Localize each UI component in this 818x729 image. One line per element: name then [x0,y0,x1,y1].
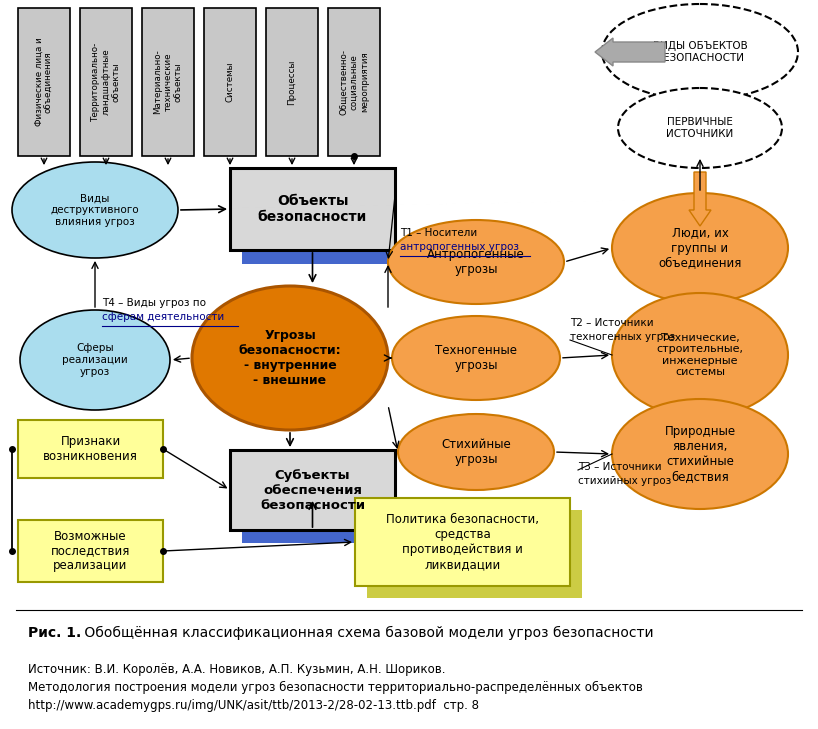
Ellipse shape [612,193,788,303]
Text: Люди, их
группы и
объединения: Люди, их группы и объединения [658,227,742,270]
Text: стихийных угроз: стихийных угроз [578,476,672,486]
FancyBboxPatch shape [204,8,256,156]
FancyBboxPatch shape [230,168,395,250]
Text: Источник: В.И. Королёв, А.А. Новиков, А.П. Кузьмин, А.Н. Шориков.: Источник: В.И. Королёв, А.А. Новиков, А.… [28,663,446,676]
FancyBboxPatch shape [80,8,132,156]
Text: Т1 – Носители: Т1 – Носители [400,228,477,238]
Text: Системы: Системы [226,62,235,102]
Ellipse shape [618,88,782,168]
FancyBboxPatch shape [367,510,582,598]
Ellipse shape [398,414,554,490]
Text: Физические лица и
объединения: Физические лица и объединения [34,38,54,126]
Text: Т3 – Источники: Т3 – Источники [578,462,662,472]
Text: Материально-
технические
объекты: Материально- технические объекты [153,50,183,114]
Ellipse shape [602,4,798,100]
Text: Т4 – Виды угроз по: Т4 – Виды угроз по [102,298,206,308]
Ellipse shape [392,316,560,400]
Text: Т2 – Источники: Т2 – Источники [570,318,654,328]
Text: Стихийные
угрозы: Стихийные угрозы [441,438,511,466]
Text: Возможные
последствия
реализации: Возможные последствия реализации [51,529,130,572]
Text: Территориально-
ландшафтные
объекты: Территориально- ландшафтные объекты [91,42,121,122]
Text: ПЕРВИЧНЫЕ
ИСТОЧНИКИ: ПЕРВИЧНЫЕ ИСТОЧНИКИ [667,117,734,139]
Text: Субъекты
обеспечения
безопасности: Субъекты обеспечения безопасности [260,469,365,512]
FancyBboxPatch shape [18,520,163,582]
Text: Обобщённая классификационная схема базовой модели угроз безопасности: Обобщённая классификационная схема базов… [80,626,654,640]
Text: Объекты
безопасности: Объекты безопасности [258,194,367,224]
Text: техногенных угроз: техногенных угроз [570,332,675,342]
Text: Сферы
реализации
угроз: Сферы реализации угроз [62,343,128,377]
FancyBboxPatch shape [142,8,194,156]
Text: http://www.academygps.ru/img/UNK/asit/ttb/2013-2/28-02-13.ttb.pdf  стр. 8: http://www.academygps.ru/img/UNK/asit/tt… [28,699,479,712]
FancyBboxPatch shape [242,530,403,543]
Text: Методология построения модели угроз безопасности территориально-распределённых о: Методология построения модели угроз безо… [28,681,643,694]
Text: Общественно-
социальные
мероприятия: Общественно- социальные мероприятия [339,49,369,115]
Text: Угрозы
безопасности:
- внутренние
- внешние: Угрозы безопасности: - внутренние - внеш… [239,329,341,387]
Text: Признаки
возникновения: Признаки возникновения [43,435,138,463]
FancyArrow shape [595,38,665,66]
Text: Техногенные
угрозы: Техногенные угрозы [435,344,517,372]
Text: сферам деятельности: сферам деятельности [102,312,224,322]
Ellipse shape [20,310,170,410]
Ellipse shape [388,220,564,304]
FancyBboxPatch shape [328,8,380,156]
Ellipse shape [612,399,788,509]
Text: Рис. 1.: Рис. 1. [28,626,81,640]
Ellipse shape [12,162,178,258]
Ellipse shape [612,293,788,417]
Text: Технические,
строительные,
инженерные
системы: Технические, строительные, инженерные си… [657,332,744,378]
FancyBboxPatch shape [355,498,570,586]
Text: ВИДЫ ОБЪЕКТОВ
БЕЗОПАСНОСТИ: ВИДЫ ОБЪЕКТОВ БЕЗОПАСНОСТИ [653,41,748,63]
FancyBboxPatch shape [230,450,395,530]
Text: Антропогенные
угрозы: Антропогенные угрозы [427,248,525,276]
FancyBboxPatch shape [18,420,163,478]
Text: Виды
деструктивного
влияния угроз: Виды деструктивного влияния угроз [51,193,139,227]
Ellipse shape [192,286,388,430]
Text: антропогенных угроз: антропогенных угроз [400,242,519,252]
FancyBboxPatch shape [242,250,403,264]
FancyBboxPatch shape [18,8,70,156]
Text: Процессы: Процессы [287,59,296,105]
FancyBboxPatch shape [266,8,318,156]
Text: Политика безопасности,
средства
противодействия и
ликвидации: Политика безопасности, средства противод… [386,513,539,571]
Text: Природные
явления,
стихийные
бедствия: Природные явления, стихийные бедствия [664,425,735,483]
FancyArrow shape [689,172,711,226]
